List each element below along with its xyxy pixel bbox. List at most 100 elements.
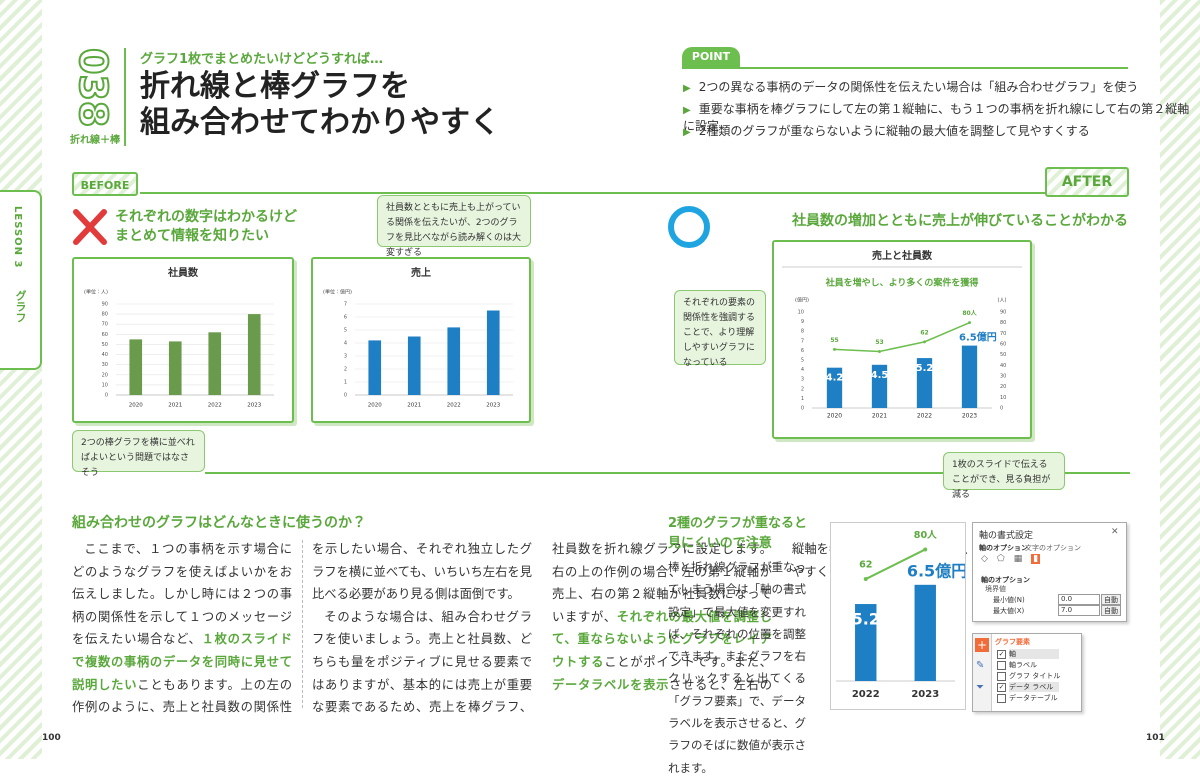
bar (208, 332, 222, 395)
y-tick-label: 3 (801, 377, 804, 383)
y2-tick-label: 80 (1000, 320, 1006, 326)
y-tick-label: 9 (801, 319, 804, 325)
column-divider (302, 540, 303, 708)
bar (826, 367, 843, 408)
after-heading: 社員数の増加とともに売上が伸びていることがわかる (792, 213, 1128, 229)
y-tick-label: 8 (801, 329, 804, 335)
bar (855, 604, 877, 681)
filter-button[interactable]: ⏷ (976, 682, 984, 693)
y-tick-label: 70 (102, 322, 108, 328)
side-tab: LESSON 3 グラフ (0, 190, 42, 370)
y2-tick-label: 60 (1000, 342, 1006, 348)
checkbox[interactable] (997, 672, 1006, 681)
y-tick-label: 10 (798, 310, 804, 316)
bar (247, 314, 261, 395)
y-tick-label: 2 (344, 367, 347, 373)
bar (447, 327, 461, 395)
checkbox[interactable]: ✓ (997, 650, 1006, 659)
y-tick-label: 20 (102, 372, 108, 378)
dialog-tab[interactable]: 文字のオプション (1025, 544, 1081, 552)
bar (129, 339, 143, 395)
zoom-frame: 2022 2023 5.2 6.5億円 62 80人 (830, 522, 967, 710)
chart: 2022 2023 5.2 6.5億円 62 80人 (836, 530, 967, 700)
x-tick-label: 2023 (911, 689, 939, 700)
band-rule (205, 472, 1130, 474)
element-label: データテーブル (1009, 694, 1058, 702)
y-tick-label: 4 (344, 341, 347, 347)
line-value-label: 55 (830, 337, 838, 344)
chart-card: 社員数 (単位：人) 0 10 20 30 40 50 60 70 80 90 2020 2021 2022… (72, 257, 294, 423)
close-button[interactable]: ✕ (1111, 527, 1119, 537)
dialog-tab[interactable]: 軸のオプション (979, 544, 1028, 552)
panel-rail: + ✎ ⏷ (973, 634, 992, 711)
checkbox[interactable] (997, 694, 1006, 703)
bar (486, 310, 500, 395)
cross-icon (73, 209, 107, 245)
field-input[interactable]: 0.0 (1058, 594, 1100, 605)
heading-line: 2種のグラフが重なると (668, 516, 808, 531)
field-button[interactable]: 自動 (1101, 594, 1121, 605)
point-badge: POINT (682, 47, 740, 67)
checkbox[interactable]: ✓ (997, 683, 1006, 692)
unit-label: (単位：億円) (323, 289, 352, 296)
x-tick-label: 2021 (407, 403, 421, 409)
paragraph: ここまで、１つの事柄を示す場合にどのようなグラフを使えばよいかをお伝えしました。… (72, 538, 532, 720)
line-value-label: 62 (920, 329, 928, 336)
bar (368, 340, 382, 395)
dialog-section: 軸のオプション (981, 576, 1030, 584)
heading-line: まとめて情報を知りたい (115, 228, 269, 244)
chart-subtitle: 社員を増やし、より多くの案件を獲得 (825, 277, 979, 289)
y-axis-label: (億円) (795, 297, 809, 304)
lesson-label: LESSON 3 (12, 206, 23, 269)
callout: 社員数とともに売上も上がっている関係を伝えたいが、2つのグラフを見比べながら読み… (377, 195, 531, 258)
style-button[interactable]: ✎ (976, 660, 985, 671)
callout: 2つの棒グラフを横に並べればよいという問題ではなさそう (72, 430, 205, 478)
dialog-title: 軸の書式設定 (979, 531, 1034, 541)
bar-value-label: 4.5 (871, 370, 889, 381)
y2-tick-label: 20 (1000, 384, 1006, 390)
highlight: それぞれの最大値を調整して、重ならないようにグラフをレイアウトする (552, 609, 772, 669)
checkbox[interactable] (997, 661, 1006, 670)
field-button[interactable]: 自動 (1101, 605, 1121, 616)
axis-dialog: 軸の書式設定 ✕ 軸のオプション 文字のオプション ◇⬠▦ ▮ 軸のオプション 境… (972, 522, 1127, 622)
field-label: 最小値(N) (993, 596, 1025, 604)
unit-label: (単位：人) (84, 289, 108, 296)
y2-tick-label: 50 (1000, 352, 1006, 358)
point-rule (682, 67, 1128, 69)
line-value-label: 62 (859, 560, 872, 571)
y2-tick-label: 90 (1000, 310, 1006, 316)
x-tick-label: 2022 (917, 413, 932, 420)
dialog-group: 境界値 (985, 585, 1006, 593)
line-point (833, 347, 836, 351)
y-tick-label: 2 (801, 386, 804, 392)
bar-value-label: 5.2 (852, 610, 880, 629)
line-point (923, 547, 928, 552)
cross-stroke (73, 209, 107, 245)
y-tick-label: 10 (102, 382, 108, 388)
y-tick-label: 6 (344, 315, 347, 321)
text-run: ここまで、１つの事柄を示す場合にどのようなグラフを使えばよいかをお伝えしました。… (72, 542, 292, 647)
y-tick-label: 0 (105, 393, 108, 399)
chart-card: 売上と社員数 社員を増やし、より多くの案件を獲得 (億円) (人) 0 1 2 3 4 5 6 7 8 9… (772, 240, 1032, 439)
y-tick-label: 7 (801, 338, 804, 344)
line-value-label: 80人 (962, 310, 977, 317)
y-tick-label: 5 (344, 328, 347, 334)
x-tick-label: 2021 (168, 403, 182, 409)
add-element-button[interactable]: + (975, 638, 989, 652)
x-tick-label: 2023 (962, 413, 977, 420)
subtitle: グラフ1枚でまとめたいけどどうすれば… (140, 52, 384, 67)
chart-title: 売上と社員数 (872, 249, 933, 262)
field-input[interactable]: 7.0 (1058, 605, 1100, 616)
text-run: ことがポイントです。また、 (604, 654, 772, 669)
bar (961, 345, 978, 408)
x-tick-label: 2020 (827, 413, 842, 420)
element-label: グラフ タイトル (1009, 672, 1061, 680)
x-tick-label: 2020 (129, 403, 143, 409)
y-tick-label: 50 (102, 342, 108, 348)
section-heading: 組み合わせのグラフはどんなときに使うのか？ (72, 515, 366, 531)
chart: 売上 (単位：億円) 0 1 2 3 4 5 6 7 2020 2021 2022 2023 (323, 266, 513, 409)
line-point (923, 340, 926, 344)
line-value-label: 53 (875, 339, 883, 346)
circle-stroke (668, 206, 710, 248)
